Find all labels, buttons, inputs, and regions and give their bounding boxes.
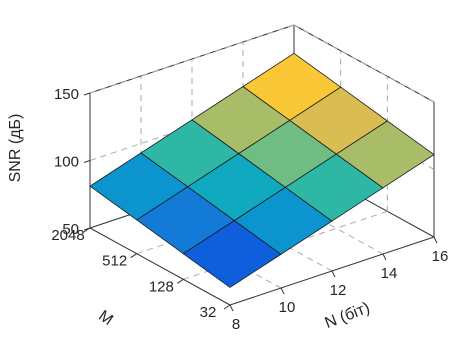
y-tick-label: 128	[149, 278, 174, 295]
grid-line	[293, 24, 435, 103]
x-tick-mark	[229, 304, 234, 312]
z-tick-mark	[83, 160, 91, 163]
x-tick-label: 10	[279, 299, 296, 316]
x-tick-label: 12	[330, 282, 347, 299]
x-tick-mark	[280, 287, 285, 295]
x-tick-mark	[331, 270, 336, 278]
x-tick-label: 16	[432, 248, 449, 265]
grid-line	[89, 24, 295, 94]
surface-plot	[89, 52, 435, 288]
x-axis-label: N (біт)	[323, 299, 373, 332]
surface-patch	[242, 52, 342, 121]
y-tick-mark	[130, 253, 137, 259]
z-tick-label: 50	[62, 221, 79, 238]
z-axis-label: SNR (дБ)	[7, 114, 24, 183]
x-tick-label: 14	[381, 265, 398, 282]
x-tick-mark	[433, 236, 438, 244]
y-tick-label: 32	[200, 304, 217, 321]
y-axis-label: M	[95, 308, 116, 330]
box-edge	[89, 227, 231, 306]
z-tick-mark	[83, 227, 91, 231]
y-tick-mark	[223, 304, 231, 310]
y-tick-mark	[177, 278, 184, 284]
z-tick-mark	[83, 92, 91, 96]
y-tick-label: 512	[102, 253, 127, 270]
y-tick-label: 2048	[51, 227, 84, 244]
z-tick-label: 100	[54, 154, 79, 171]
z-tick-label: 150	[54, 86, 79, 103]
x-tick-mark	[382, 253, 387, 261]
x-tick-label: 8	[232, 316, 240, 333]
